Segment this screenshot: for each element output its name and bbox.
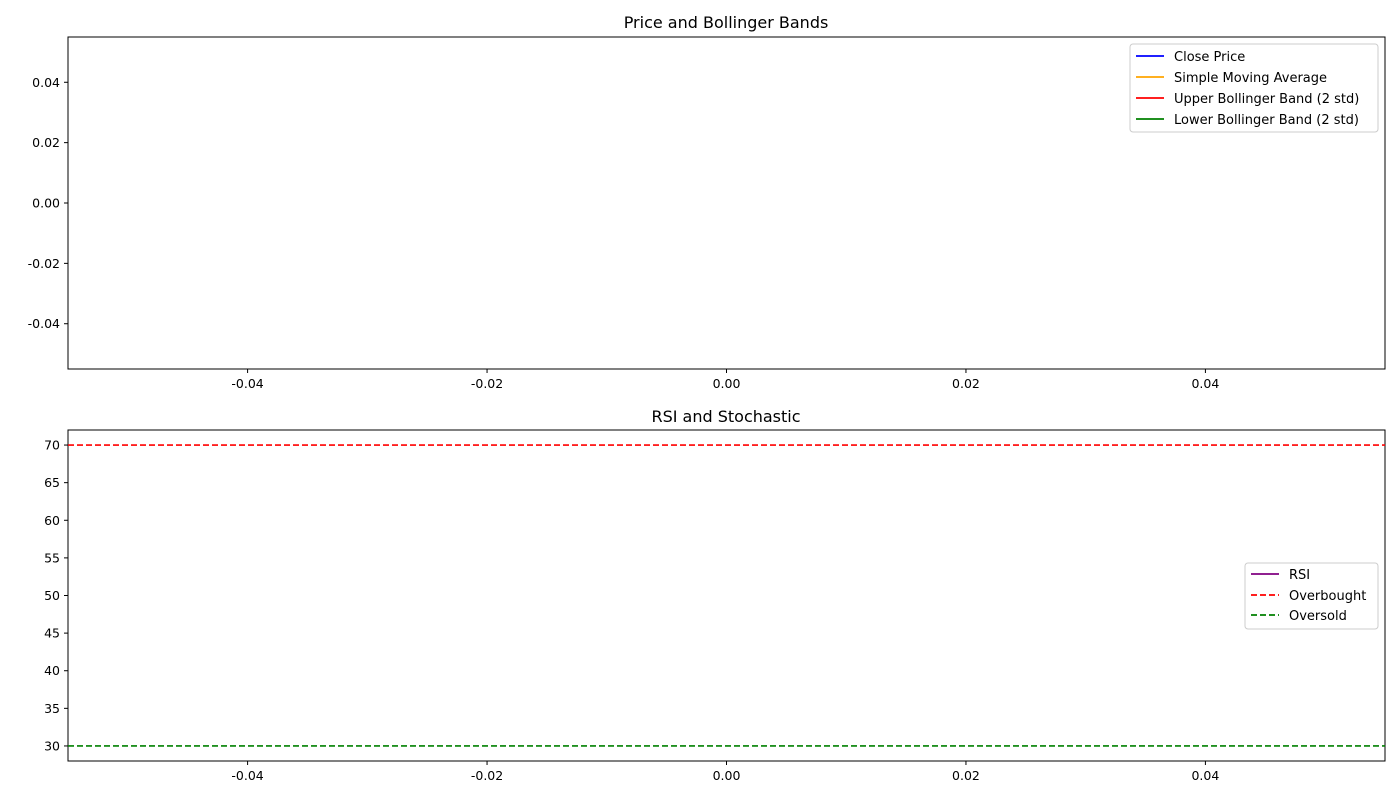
rsi-y-tick-label: 35	[44, 701, 60, 716]
rsi-series-lines	[68, 444, 1385, 747]
price-bollinger-panel: Price and Bollinger Bands -0.04 -0.02 0.00…	[28, 13, 1386, 391]
legend-label-sma: Simple Moving Average	[1174, 71, 1327, 86]
legend-label-oversold: Oversold	[1289, 609, 1347, 624]
price-legend-box	[1129, 43, 1379, 133]
legend-label-close-price: Close Price	[1174, 50, 1245, 65]
price-y-tick-label: 0.00	[32, 196, 60, 211]
rsi-y-tick-label: 30	[44, 738, 60, 753]
rsi-legend-box	[1244, 562, 1379, 630]
rsi-stochastic-panel: RSI and Stochastic -0.04 -0.02 0.00 0.02 0.0…	[44, 407, 1386, 783]
rsi-y-tick-label: 70	[44, 438, 60, 453]
rsi-x-tick-label: 0.00	[713, 768, 741, 783]
price-x-tick-label: -0.02	[471, 376, 503, 391]
price-x-tick-label: 0.02	[952, 376, 980, 391]
legend-label-overbought: Overbought	[1289, 589, 1366, 604]
rsi-chart-title: RSI and Stochastic	[651, 407, 800, 426]
legend-label-upper-band: Upper Bollinger Band (2 std)	[1174, 92, 1359, 107]
rsi-x-tick-label: 0.04	[1191, 768, 1219, 783]
price-legend: Close Price Simple Moving Average Upper …	[1129, 43, 1379, 133]
rsi-legend: RSI Overbought Oversold	[1244, 562, 1379, 630]
rsi-x-tick-label: -0.02	[471, 768, 503, 783]
rsi-axis-ticks: -0.04 -0.02 0.00 0.02 0.04 70 65 60 55 50 45 40 35 30	[44, 438, 1219, 783]
price-y-tick-label: -0.04	[28, 316, 60, 331]
price-y-tick-label: 0.02	[32, 135, 60, 150]
rsi-x-tick-label: 0.02	[952, 768, 980, 783]
price-x-tick-label: -0.04	[231, 376, 263, 391]
price-axis-ticks: -0.04 -0.02 0.00 0.02 0.04 0.04 0.02 0.00 -0.02 -…	[28, 75, 1220, 391]
rsi-y-tick-label: 50	[44, 588, 60, 603]
price-y-tick-label: 0.04	[32, 75, 60, 90]
legend-label-lower-band: Lower Bollinger Band (2 std)	[1174, 113, 1359, 128]
price-y-tick-label: -0.02	[28, 256, 60, 271]
price-chart-title: Price and Bollinger Bands	[624, 13, 829, 32]
rsi-y-tick-label: 65	[44, 475, 60, 490]
rsi-y-tick-label: 40	[44, 663, 60, 678]
legend-label-rsi: RSI	[1289, 568, 1310, 583]
rsi-y-tick-label: 60	[44, 513, 60, 528]
rsi-y-tick-label: 45	[44, 626, 60, 641]
rsi-y-tick-label: 55	[44, 550, 60, 565]
rsi-x-tick-label: -0.04	[231, 768, 263, 783]
price-x-tick-label: 0.00	[713, 376, 741, 391]
price-x-tick-label: 0.04	[1191, 376, 1219, 391]
